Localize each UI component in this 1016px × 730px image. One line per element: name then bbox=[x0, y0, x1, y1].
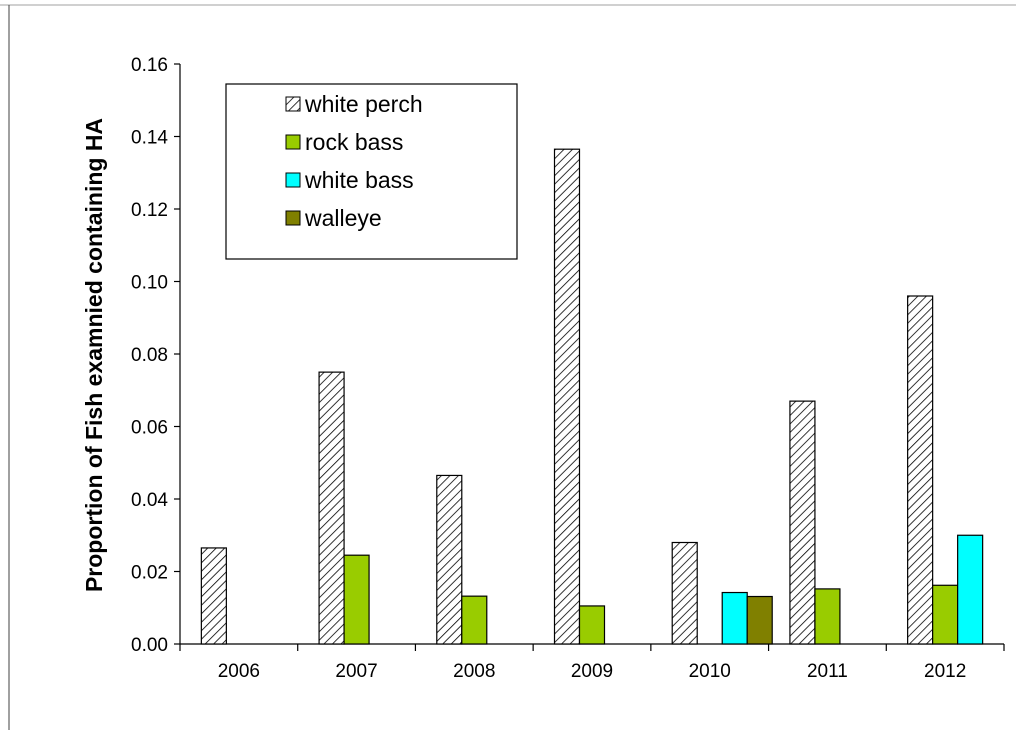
y-tick-label: 0.08 bbox=[131, 345, 168, 366]
bars bbox=[200, 148, 984, 645]
y-tick-label: 0.10 bbox=[131, 273, 168, 294]
y-tick-label: 0.04 bbox=[131, 490, 168, 511]
y-tick-label: 0.02 bbox=[131, 563, 168, 584]
y-tick-label: 0.14 bbox=[131, 128, 168, 149]
x-tick-label: 2008 bbox=[453, 661, 495, 682]
bar-rock-bass-2011 bbox=[814, 588, 841, 645]
x-tick-label: 2012 bbox=[924, 661, 966, 682]
bar-white-perch-2006 bbox=[200, 547, 227, 645]
bar-rock-bass-2012 bbox=[932, 584, 959, 645]
bar-white-perch-2012 bbox=[907, 295, 934, 645]
y-tick-label: 0.00 bbox=[131, 635, 168, 656]
legend-swatch-white-perch bbox=[285, 96, 301, 112]
legend-box bbox=[225, 83, 518, 260]
legend-label-white-perch: white perch bbox=[304, 91, 423, 117]
x-tick-label: 2007 bbox=[335, 661, 377, 682]
bar-white-perch-2010 bbox=[671, 541, 698, 645]
legend-swatch-rock-bass bbox=[285, 134, 301, 150]
bar-walleye-2010 bbox=[746, 595, 773, 645]
legend-label-walleye: walleye bbox=[304, 205, 382, 231]
bar-rock-bass-2008 bbox=[461, 595, 488, 645]
y-tick-label: 0.12 bbox=[131, 200, 168, 221]
y-tick-label: 0.06 bbox=[131, 418, 168, 439]
legend-label-rock-bass: rock bass bbox=[305, 129, 403, 155]
bar-white-perch-2011 bbox=[789, 400, 816, 645]
legend-swatch-white-bass bbox=[285, 172, 301, 188]
x-tick-label: 2009 bbox=[571, 661, 613, 682]
tick-labels: 0.00 0.02 0.04 0.06 0.08 0.10 0.12 0.14 0.16 2006… bbox=[131, 55, 966, 682]
x-tick-label: 2010 bbox=[689, 661, 731, 682]
legend-swatch-walleye bbox=[285, 210, 301, 226]
bar-rock-bass-2007 bbox=[343, 554, 370, 645]
bar-white-perch-2007 bbox=[318, 371, 345, 645]
y-tick-label: 0.16 bbox=[131, 55, 168, 76]
bar-white-perch-2008 bbox=[436, 474, 463, 645]
bar-rock-bass-2009 bbox=[578, 605, 606, 645]
bar-white-bass-2010 bbox=[721, 591, 748, 645]
y-axis-label: Proportion of Fish examnied containing H… bbox=[81, 118, 107, 592]
bar-white-bass-2012 bbox=[957, 534, 984, 645]
legend-label-white-bass: white bass bbox=[304, 167, 414, 193]
x-tick-label: 2011 bbox=[807, 661, 848, 682]
bar-white-perch-2009 bbox=[553, 148, 581, 645]
legend: white perch rock bass white bass walleye bbox=[225, 83, 518, 260]
x-tick-label: 2006 bbox=[218, 661, 260, 682]
